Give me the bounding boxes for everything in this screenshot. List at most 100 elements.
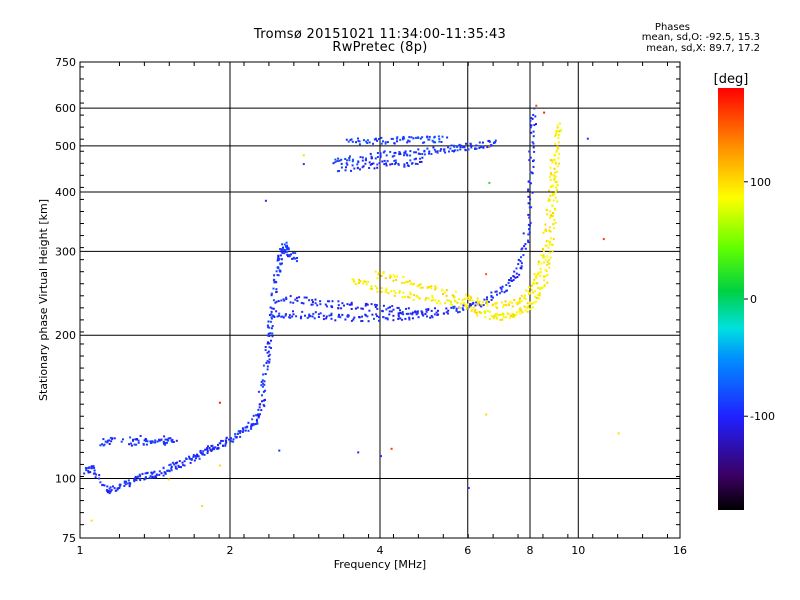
data-point	[146, 472, 149, 475]
data-point	[502, 305, 505, 308]
x-axis-label: Frequency [MHz]	[334, 558, 426, 571]
data-point	[296, 299, 299, 302]
x-tick-label: 4	[377, 544, 384, 557]
data-point	[379, 156, 382, 159]
data-point	[402, 275, 405, 278]
data-point	[490, 291, 493, 294]
data-point	[268, 361, 270, 364]
data-point	[549, 166, 552, 169]
data-point	[259, 413, 261, 416]
data-point	[420, 310, 423, 313]
data-point	[380, 287, 383, 290]
data-point	[488, 310, 491, 313]
data-point	[381, 160, 384, 163]
data-point	[409, 291, 412, 294]
data-point	[528, 301, 531, 304]
data-point	[392, 279, 395, 282]
data-point	[269, 314, 271, 316]
data-point	[348, 157, 351, 160]
data-point	[427, 307, 430, 310]
data-point	[470, 144, 473, 147]
data-point	[529, 182, 532, 185]
data-point	[553, 177, 556, 180]
data-point	[344, 318, 347, 321]
data-point	[206, 447, 209, 450]
data-point	[359, 168, 361, 171]
data-point	[527, 305, 530, 308]
data-point	[262, 403, 265, 406]
data-point	[491, 304, 494, 307]
data-point	[367, 320, 370, 323]
data-point	[494, 139, 497, 142]
data-point	[546, 273, 549, 276]
data-point	[405, 312, 408, 315]
data-point	[428, 152, 430, 155]
data-point	[543, 261, 545, 264]
data-point	[467, 298, 470, 300]
data-point	[556, 124, 559, 127]
data-point	[271, 335, 274, 338]
data-point	[547, 240, 550, 243]
data-point	[533, 107, 536, 110]
data-point	[282, 298, 285, 301]
data-point	[428, 138, 431, 141]
data-point	[193, 459, 196, 462]
data-point	[419, 137, 422, 140]
data-point	[522, 254, 525, 257]
data-point	[282, 248, 284, 251]
data-point	[490, 314, 493, 317]
data-point	[381, 310, 384, 313]
y-axis-label: Stationary phase Virtual Height [km]	[37, 199, 50, 401]
data-point	[396, 140, 398, 143]
data-point	[422, 141, 425, 144]
data-point	[346, 159, 348, 162]
data-point	[526, 302, 529, 305]
data-point	[496, 306, 499, 309]
data-point	[404, 295, 406, 298]
data-point	[106, 441, 109, 444]
data-point	[332, 162, 335, 165]
data-point	[247, 421, 250, 424]
colorbar-tick-label: -100	[750, 410, 775, 423]
data-point	[494, 313, 497, 316]
data-point	[519, 312, 521, 315]
data-point	[264, 199, 267, 202]
data-point	[471, 299, 474, 302]
data-point	[428, 135, 431, 138]
data-point	[549, 171, 552, 174]
data-point	[359, 156, 362, 159]
data-point	[300, 301, 303, 304]
plot-frame	[79, 61, 681, 539]
data-point	[165, 441, 168, 444]
data-point	[507, 304, 510, 307]
data-point	[464, 305, 467, 308]
data-point	[516, 276, 519, 278]
data-point	[544, 275, 547, 278]
data-point	[548, 199, 551, 202]
data-point	[538, 294, 541, 297]
data-point	[209, 448, 212, 451]
data-point	[548, 259, 551, 262]
data-point	[276, 315, 279, 318]
data-point	[351, 160, 354, 163]
data-point	[462, 302, 465, 305]
data-point	[431, 316, 434, 319]
data-point	[376, 290, 379, 293]
data-point	[364, 162, 367, 165]
data-point	[374, 306, 377, 308]
data-point	[393, 142, 396, 145]
data-point	[230, 437, 232, 440]
data-point	[457, 311, 459, 314]
data-point	[135, 443, 138, 446]
data-point	[368, 161, 371, 164]
data-point	[283, 243, 286, 246]
data-point	[431, 294, 434, 297]
data-point	[279, 262, 282, 265]
data-point	[519, 297, 521, 300]
data-point	[234, 433, 237, 436]
data-point	[540, 271, 542, 274]
data-point	[520, 309, 523, 312]
data-point	[358, 282, 360, 285]
data-point	[338, 313, 340, 316]
data-point	[264, 389, 267, 392]
